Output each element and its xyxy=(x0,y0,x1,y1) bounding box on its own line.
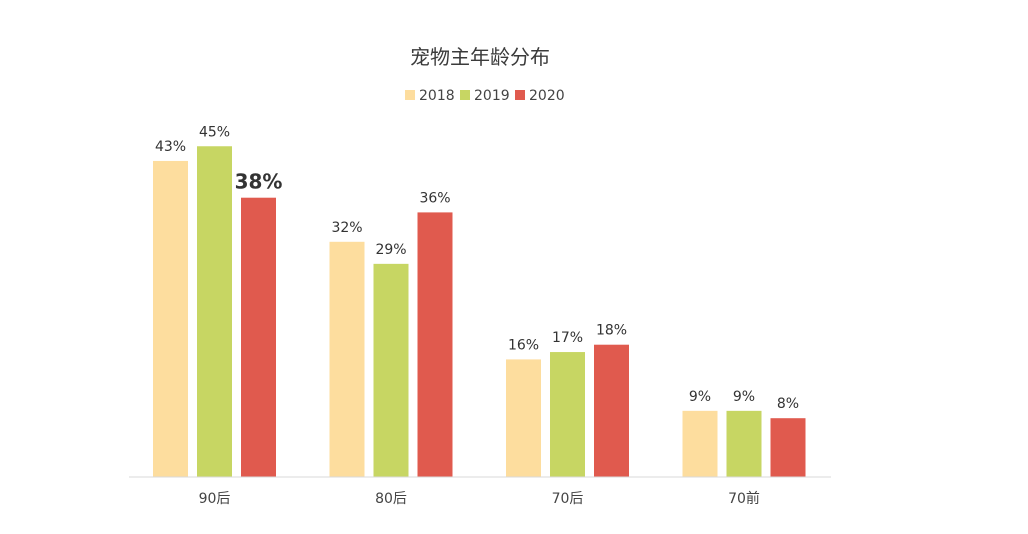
value-label-2019-70前: 9% xyxy=(733,389,755,405)
bar-2019-70前 xyxy=(726,410,762,477)
category-label-80后: 80后 xyxy=(375,491,407,507)
legend-label-2018: 2018 xyxy=(419,88,455,104)
legend-label-2020: 2020 xyxy=(529,88,565,104)
bar-2019-70后 xyxy=(550,352,585,477)
chart-title: 宠物主年龄分布 xyxy=(410,45,550,69)
category-label-70后: 70后 xyxy=(552,491,584,507)
category-label-90后: 90后 xyxy=(199,491,231,507)
bar-2020-80后 xyxy=(417,212,453,477)
bar-2020-70前 xyxy=(770,418,806,477)
bar-2019-90后 xyxy=(197,146,232,477)
bar-2018-90后 xyxy=(153,160,188,477)
value-label-2018-90后: 43% xyxy=(155,139,186,155)
legend-label-2019: 2019 xyxy=(474,88,510,104)
category-labels: 90后 80后 70后 70前 xyxy=(199,490,760,507)
bar-2019-80后 xyxy=(373,263,409,477)
value-label-2019-80后: 29% xyxy=(375,242,406,258)
bar-2020-90后 xyxy=(241,197,276,477)
value-label-2019-90后: 45% xyxy=(199,124,230,140)
value-label-2020-90后: 38% xyxy=(235,170,283,194)
legend-swatch-2018 xyxy=(405,90,415,100)
value-labels: 43% 45% 38% 32% 29% 36% 16% 17% 18% 9% 9% 8% xyxy=(155,124,799,412)
category-label-70前: 70前 xyxy=(728,490,760,507)
value-label-2018-70后: 16% xyxy=(508,337,539,353)
value-label-2019-70后: 17% xyxy=(552,330,583,346)
value-label-2020-70前: 8% xyxy=(777,396,799,412)
bars xyxy=(153,146,806,477)
bar-2018-70前 xyxy=(682,410,718,477)
legend-swatch-2020 xyxy=(515,90,525,100)
bar-2018-80后 xyxy=(329,241,365,477)
value-label-2020-70后: 18% xyxy=(596,323,627,339)
bar-2020-70后 xyxy=(594,344,629,477)
legend-swatch-2019 xyxy=(460,90,470,100)
value-label-2018-70前: 9% xyxy=(689,389,711,405)
value-label-2018-80后: 32% xyxy=(331,220,362,236)
bar-2018-70后 xyxy=(506,359,541,477)
value-label-2020-80后: 36% xyxy=(419,190,450,206)
legend: 2018 2019 2020 xyxy=(405,88,565,104)
